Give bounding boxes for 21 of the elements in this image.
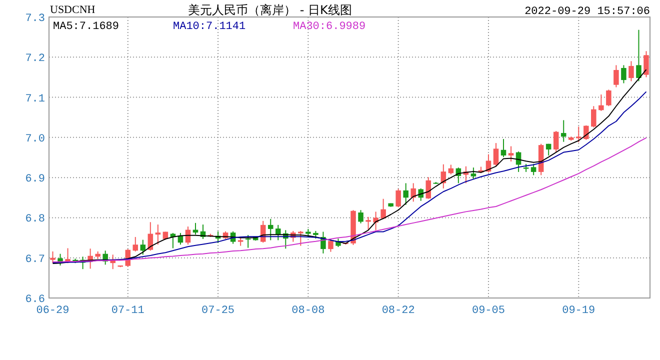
x-tick-label: 09-19 — [562, 305, 596, 317]
y-tick-label: 7.0 — [25, 133, 45, 146]
annotation: 2022-09-29 15:57:06 — [524, 6, 650, 18]
y-tick-label: 7.1 — [25, 93, 46, 106]
y-tick-label: 6.6 — [25, 294, 45, 306]
text: MA30:6.9989 — [293, 21, 366, 33]
x-tick-label: 07-11 — [111, 305, 145, 317]
chart-subtitle: USDCNH — [50, 4, 96, 16]
y-tick-label: 6.7 — [25, 254, 45, 266]
x-tick-label: 06-29 — [36, 305, 70, 317]
y-tick-label: 6.8 — [25, 214, 45, 226]
x-tick-label: 08-08 — [292, 305, 325, 317]
text: MA5:7.1689 — [53, 21, 120, 33]
y-tick-label: 6.9 — [25, 174, 45, 186]
text: MA10:7.1141 — [173, 21, 246, 33]
y-tick-label: 7.2 — [25, 53, 45, 66]
x-tick-label: 08-22 — [382, 305, 415, 317]
x-tick-label: 07-25 — [202, 305, 235, 317]
y-tick-label: 7.3 — [25, 13, 45, 25]
x-tick-label: 09-05 — [472, 305, 505, 317]
chart-title: 美元人民币（离岸） - 日K线图 — [188, 3, 352, 17]
